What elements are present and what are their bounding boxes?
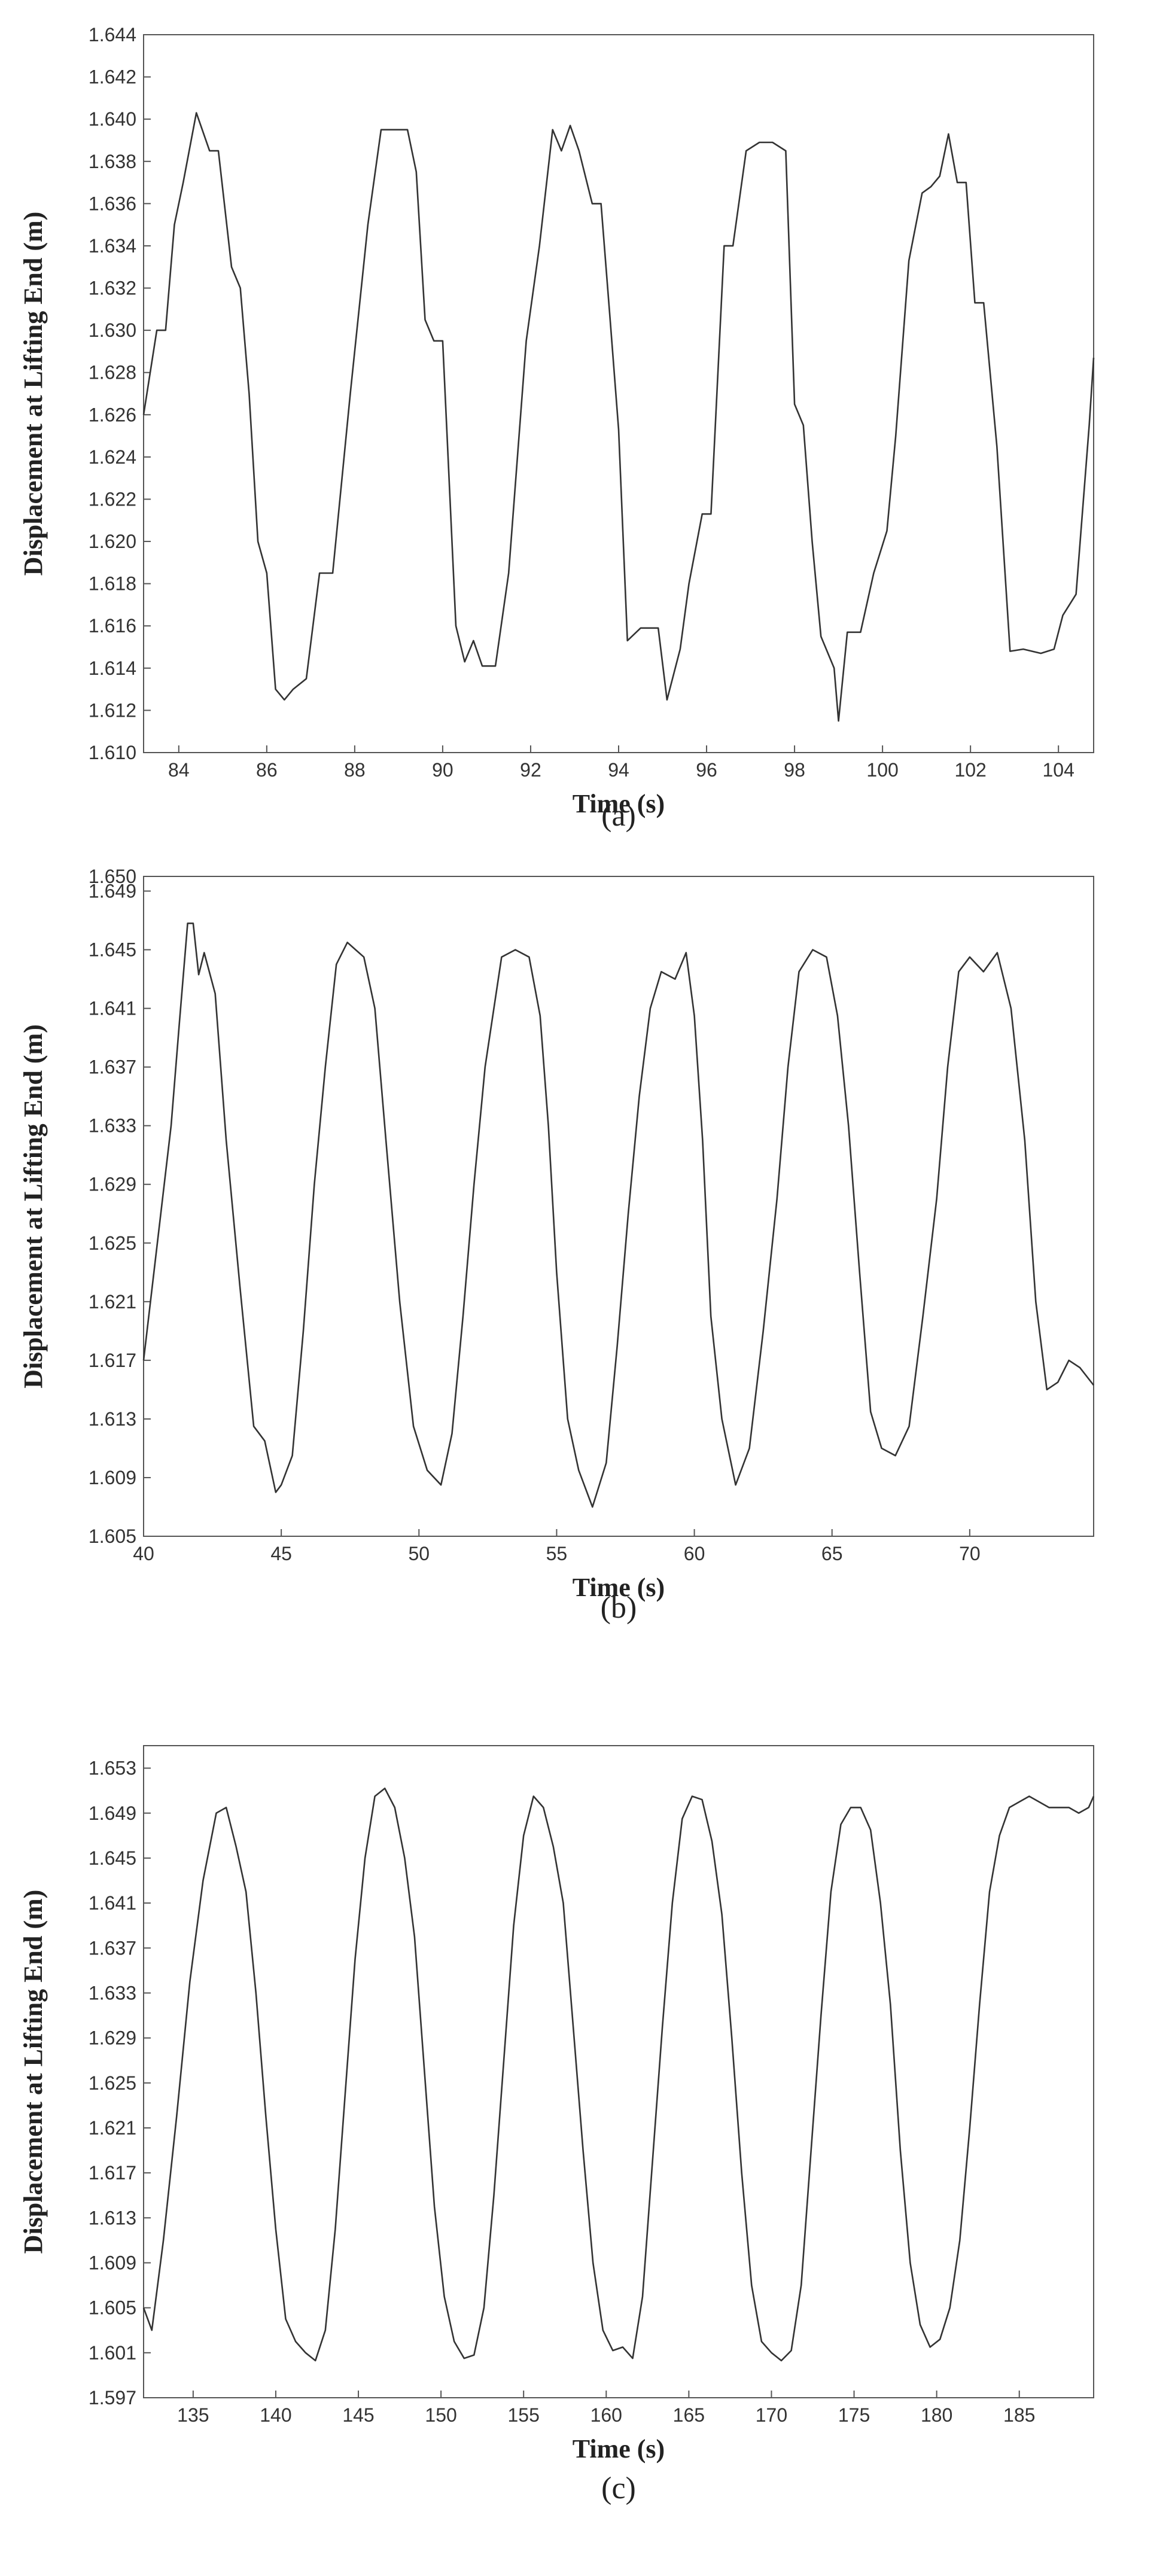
x-tick-label: 84 — [168, 759, 190, 781]
x-tick-label: 160 — [590, 2404, 622, 2426]
x-tick-label: 155 — [508, 2404, 540, 2426]
x-axis-label: Time (s) — [573, 2434, 665, 2464]
x-tick-label: 140 — [260, 2404, 291, 2426]
x-tick-label: 90 — [432, 759, 453, 781]
series-line — [142, 1788, 1095, 2362]
y-tick-label: 1.637 — [89, 1937, 136, 1959]
y-tick-label: 1.633 — [89, 1982, 136, 2003]
y-tick-label: 1.617 — [89, 1350, 136, 1371]
y-tick-label: 1.620 — [89, 531, 136, 552]
x-tick-label: 86 — [256, 759, 278, 781]
y-tick-label: 1.629 — [89, 1174, 136, 1195]
y-tick-label: 1.630 — [89, 319, 136, 341]
x-tick-label: 98 — [784, 759, 805, 781]
y-tick-label: 1.609 — [89, 2252, 136, 2273]
y-tick-label: 1.605 — [89, 2297, 136, 2319]
chart-panel-c: 135 140 145 150 155 160 165 170 175 180 185 1.597 1.… — [19, 1745, 1095, 2505]
y-tick-label: 1.645 — [89, 1847, 136, 1869]
x-tick-label: 150 — [425, 2404, 456, 2426]
y-tick-label: 1.640 — [89, 108, 136, 130]
x-tick-label: 92 — [520, 759, 541, 781]
y-axis-label: Displacement at Lifting End (m) — [19, 1024, 48, 1389]
x-tick-label: 185 — [1003, 2404, 1035, 2426]
y-tick-label: 1.634 — [89, 235, 136, 257]
y-tick-label: 1.613 — [89, 1408, 136, 1430]
panel-caption: (a) — [601, 799, 636, 833]
y-tick-label: 1.638 — [89, 151, 136, 172]
y-tick-label: 1.621 — [89, 2117, 136, 2139]
y-tick-label: 1.633 — [89, 1115, 136, 1137]
y-tick-label: 1.636 — [89, 193, 136, 214]
y-tick-label: 1.650 — [89, 866, 136, 887]
x-tick-label: 88 — [344, 759, 366, 781]
y-tick-label: 1.625 — [89, 1232, 136, 1254]
x-tick-label: 104 — [1042, 759, 1074, 781]
x-tick-label: 60 — [684, 1543, 705, 1564]
y-tick-label: 1.628 — [89, 362, 136, 383]
y-tick-label: 1.625 — [89, 2072, 136, 2094]
y-tick-label: 1.612 — [89, 699, 136, 721]
panel-caption: (c) — [601, 2471, 636, 2505]
y-tick-label: 1.618 — [89, 573, 136, 595]
x-tick-label: 45 — [270, 1543, 292, 1564]
y-tick-label: 1.610 — [89, 742, 136, 763]
y-axis-label: Displacement at Lifting End (m) — [19, 212, 48, 576]
y-tick-label: 1.641 — [89, 998, 136, 1019]
y-tick-label: 1.597 — [89, 2387, 136, 2408]
plot-frame — [143, 876, 1094, 1537]
y-tick-label: 1.617 — [89, 2162, 136, 2184]
x-tick-label: 170 — [756, 2404, 787, 2426]
plot-frame — [143, 1745, 1094, 2398]
x-axis-label: Time (s) — [573, 1573, 665, 1602]
y-tick-label: 1.605 — [89, 1525, 136, 1547]
x-tick-label: 96 — [696, 759, 717, 781]
x-axis-label: Time (s) — [573, 789, 665, 818]
y-axis-label: Displacement at Lifting End (m) — [19, 1890, 48, 2254]
y-tick-label: 1.629 — [89, 2027, 136, 2049]
y-tick-label: 1.614 — [89, 657, 136, 679]
y-tick-label: 1.624 — [89, 446, 136, 468]
series-line — [142, 112, 1095, 722]
y-tick-label: 1.637 — [89, 1056, 136, 1078]
y-tick-label: 1.601 — [89, 2342, 136, 2364]
y-tick-label: 1.649 — [89, 1802, 136, 1824]
x-tick-label: 50 — [408, 1543, 430, 1564]
chart-panel-a: 84 86 88 90 92 94 96 98 100 102 104 1.610 1.612 1.614… — [19, 24, 1095, 833]
series-line — [142, 922, 1095, 1508]
x-tick-label: 70 — [959, 1543, 981, 1564]
y-tick-label: 1.641 — [89, 1892, 136, 1914]
x-tick-label: 40 — [133, 1543, 154, 1564]
y-tick-label: 1.622 — [89, 488, 136, 510]
x-tick-label: 65 — [821, 1543, 843, 1564]
panel-caption: (b) — [601, 1591, 637, 1625]
x-tick-label: 180 — [921, 2404, 952, 2426]
x-tick-label: 145 — [342, 2404, 374, 2426]
y-tick-label: 1.616 — [89, 615, 136, 637]
x-tick-label: 165 — [673, 2404, 705, 2426]
y-tick-label: 1.653 — [89, 1758, 136, 1779]
y-tick-label: 1.645 — [89, 939, 136, 961]
y-tick-label: 1.609 — [89, 1467, 136, 1488]
y-tick-label: 1.642 — [89, 66, 136, 88]
y-tick-label: 1.632 — [89, 278, 136, 299]
y-tick-label: 1.621 — [89, 1291, 136, 1313]
x-tick-label: 94 — [608, 759, 629, 781]
y-tick-label: 1.649 — [89, 881, 136, 902]
x-tick-label: 102 — [954, 759, 986, 781]
chart-panel-b: 40 45 50 55 60 65 70 1.605 1.609 1.613 1.617 1.621 1… — [19, 866, 1095, 1625]
x-tick-label: 55 — [546, 1543, 568, 1564]
x-tick-label: 100 — [866, 759, 898, 781]
x-tick-label: 175 — [838, 2404, 870, 2426]
x-tick-label: 135 — [177, 2404, 209, 2426]
plot-frame — [143, 34, 1094, 753]
y-tick-label: 1.626 — [89, 404, 136, 425]
y-tick-label: 1.613 — [89, 2207, 136, 2228]
y-tick-label: 1.644 — [89, 24, 136, 45]
